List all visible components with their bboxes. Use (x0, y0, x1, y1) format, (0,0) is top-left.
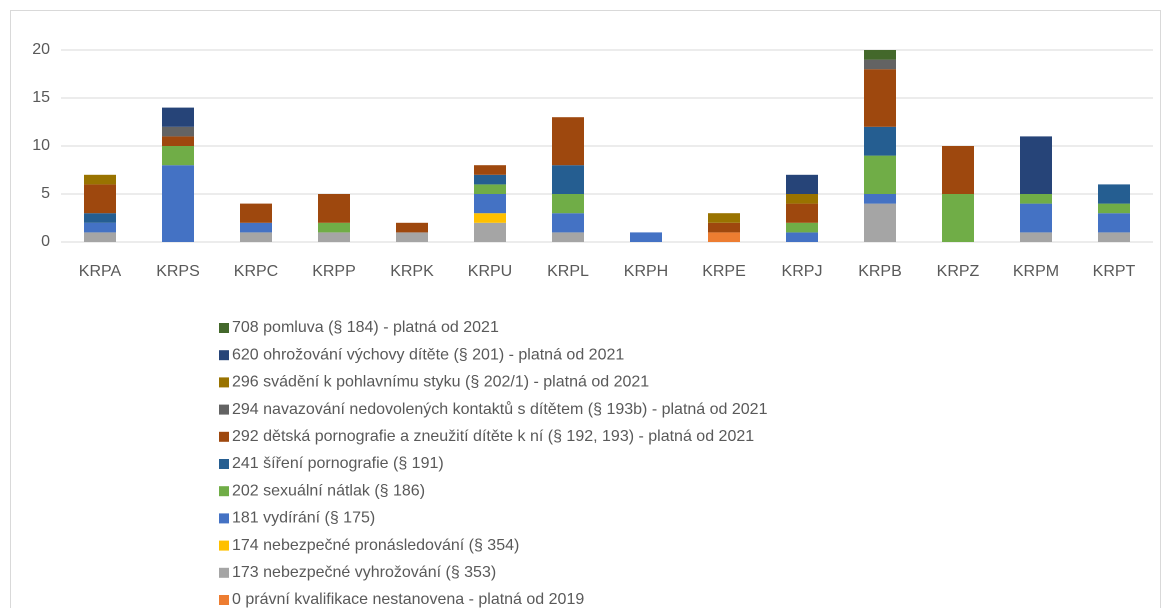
bar-segment (552, 165, 584, 194)
legend-swatch (219, 540, 229, 551)
bar-segment (864, 194, 896, 204)
bar-segment (864, 59, 896, 70)
bar-segment (1020, 203, 1052, 233)
bar-segment (396, 222, 428, 233)
x-tick-label: KRPA (79, 263, 122, 280)
legend-swatch (219, 567, 229, 578)
bar-segment (1098, 232, 1130, 242)
bar-segment (708, 222, 740, 233)
x-tick-label: KRPU (468, 263, 512, 280)
bar-segment (1020, 136, 1052, 194)
legend-label: 174 nebezpečné pronásledování (§ 354) (232, 537, 519, 554)
legend-swatch (219, 595, 229, 605)
legend-swatch (219, 404, 229, 415)
y-tick-label: 0 (41, 233, 50, 250)
x-tick-label: KRPZ (937, 263, 980, 280)
legend-swatch (219, 377, 229, 388)
bar-segment (396, 232, 428, 242)
bar-segment (240, 232, 272, 242)
legend-label: 708 pomluva (§ 184) - platná od 2021 (232, 319, 499, 336)
bar-segment (552, 117, 584, 166)
y-tick-label: 20 (32, 41, 50, 58)
legend-label: 294 navazování nedovolených kontaktů s d… (232, 400, 768, 418)
bar-segment (552, 232, 584, 242)
legend-label: 620 ohrožování výchovy dítěte (§ 201) - … (232, 346, 624, 363)
bar-segment (864, 203, 896, 242)
x-tick-label: KRPC (234, 263, 278, 280)
x-tick-label: KRPJ (782, 263, 823, 280)
bar-segment (162, 165, 194, 242)
bar-segment (84, 222, 116, 233)
legend-swatch (219, 513, 229, 524)
x-tick-label: KRPS (156, 263, 200, 280)
bar-segment (474, 184, 506, 194)
bar-segment (708, 232, 740, 242)
x-tick-label: KRPT (1093, 263, 1136, 280)
bar-segment (942, 146, 974, 194)
y-tick-label: 10 (32, 137, 50, 154)
y-tick-label: 5 (41, 185, 50, 202)
bar-segment (786, 174, 818, 194)
bar-segment (1098, 184, 1130, 204)
legend-swatch (219, 459, 229, 469)
x-tick-label: KRPB (858, 263, 902, 280)
bar-segment (318, 232, 350, 242)
bar-segment (552, 213, 584, 233)
bar-segment (318, 222, 350, 233)
bar-segment (864, 69, 896, 127)
bar-segment (630, 232, 662, 242)
bar-segment (786, 194, 818, 204)
x-tick-label: KRPP (312, 263, 356, 280)
legend-label: 241 šíření pornografie (§ 191) (232, 455, 444, 472)
x-tick-label: KRPM (1013, 263, 1059, 280)
bar-segment (240, 203, 272, 223)
y-tick-label: 15 (32, 89, 50, 106)
bar-segment (708, 213, 740, 223)
legend-swatch (219, 323, 229, 333)
bar-segment (1020, 194, 1052, 204)
chart-border (10, 10, 1161, 608)
x-tick-label: KRPE (702, 263, 746, 280)
legend-swatch (219, 350, 229, 361)
bar-segment (84, 174, 116, 185)
legend-swatch (219, 431, 229, 442)
legend-label: 181 vydírání (§ 175) (232, 510, 375, 527)
legend-label: 0 právní kvalifikace nestanovena - platn… (232, 591, 584, 608)
x-tick-label: KRPH (624, 263, 668, 280)
bar-segment (162, 136, 194, 146)
legend-swatch (219, 486, 229, 497)
bar-segment (162, 146, 194, 166)
bar-segment (474, 194, 506, 214)
bar-segment (474, 222, 506, 242)
bar-segment (1098, 213, 1130, 233)
bar-segment (162, 126, 194, 137)
bar-segment (1020, 232, 1052, 242)
bar-segment (162, 107, 194, 127)
bar-segment (786, 222, 818, 233)
bar-segment (240, 222, 272, 233)
bar-segment (864, 126, 896, 156)
bar-segment (786, 232, 818, 242)
legend-label: 292 dětská pornografie a zneužití dítěte… (232, 428, 754, 445)
x-tick-label: KRPK (390, 263, 434, 280)
bar-segment (786, 203, 818, 223)
bar-segment (474, 174, 506, 185)
bar-segment (474, 165, 506, 175)
bar-segment (474, 213, 506, 223)
bar-segment (864, 50, 896, 60)
legend-label: 202 sexuální nátlak (§ 186) (232, 482, 425, 499)
bar-segment (84, 213, 116, 223)
bar-segment (318, 194, 350, 223)
bar-segment (552, 194, 584, 214)
legend-label: 296 svádění k pohlavnímu styku (§ 202/1)… (232, 374, 649, 391)
x-tick-label: KRPL (547, 263, 589, 280)
bar-segment (84, 232, 116, 242)
bar-segment (864, 155, 896, 194)
bar-segment (1098, 203, 1130, 214)
legend-label: 173 nebezpečné vyhrožování (§ 353) (232, 564, 496, 581)
bar-segment (84, 184, 116, 214)
bar-segment (942, 194, 974, 242)
